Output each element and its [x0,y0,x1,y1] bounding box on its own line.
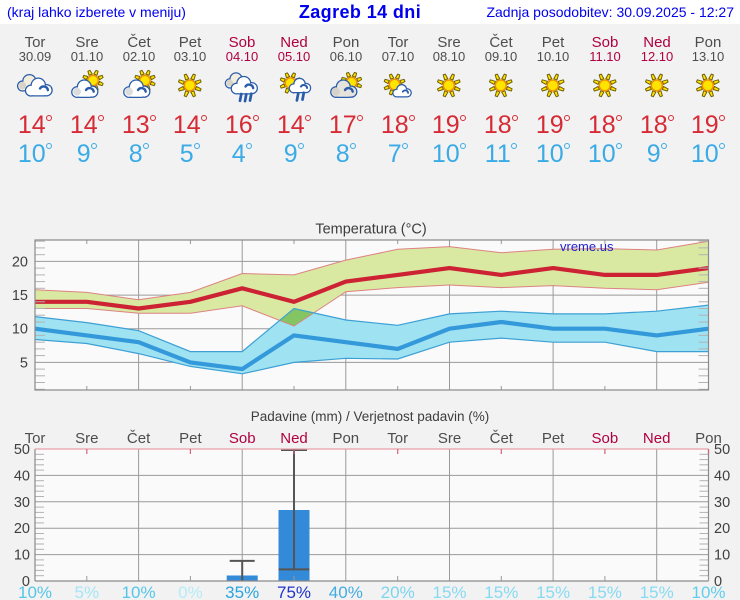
svg-text:Čet: Čet [127,430,151,447]
svg-text:30: 30 [14,495,30,511]
svg-text:0: 0 [22,574,30,590]
svg-text:10: 10 [12,322,28,338]
svg-text:Pon: Pon [332,430,359,447]
svg-text:5: 5 [20,355,28,371]
svg-text:Pon: Pon [695,430,722,447]
svg-text:Tor: Tor [387,430,408,447]
svg-text:10: 10 [714,548,730,564]
svg-text:15%: 15% [588,583,622,600]
svg-text:10%: 10% [122,583,156,600]
svg-text:10%: 10% [18,583,52,600]
svg-text:15%: 15% [536,583,570,600]
svg-text:Sob: Sob [229,430,256,447]
svg-text:30: 30 [714,495,730,511]
svg-text:20: 20 [12,254,28,270]
svg-text:Ned: Ned [280,430,308,447]
svg-text:Temperatura (°C): Temperatura (°C) [315,222,426,238]
svg-text:5%: 5% [75,583,100,600]
svg-text:Tor: Tor [25,430,46,447]
svg-text:10%: 10% [691,583,725,600]
svg-text:0%: 0% [178,583,203,600]
svg-text:15: 15 [12,288,28,304]
svg-text:50: 50 [714,442,730,458]
svg-text:40: 40 [714,468,730,484]
svg-text:Pet: Pet [542,430,565,447]
svg-text:20: 20 [14,521,30,537]
svg-text:75%: 75% [277,583,311,600]
svg-text:Sob: Sob [592,430,619,447]
svg-text:15%: 15% [432,583,466,600]
svg-text:40: 40 [14,468,30,484]
svg-text:Sre: Sre [438,430,461,447]
svg-text:10: 10 [14,548,30,564]
svg-text:15%: 15% [640,583,674,600]
svg-text:Sre: Sre [75,430,98,447]
svg-text:15%: 15% [484,583,518,600]
svg-text:Padavine (mm) / Verjetnost pad: Padavine (mm) / Verjetnost padavin (%) [251,409,490,424]
svg-text:Pet: Pet [179,430,202,447]
svg-text:20: 20 [714,521,730,537]
svg-text:vreme.us: vreme.us [560,239,614,254]
svg-text:50: 50 [14,442,30,458]
svg-text:40%: 40% [329,583,363,600]
svg-text:0: 0 [714,574,722,590]
svg-text:Ned: Ned [643,430,671,447]
svg-text:20%: 20% [381,583,415,600]
svg-text:Čet: Čet [490,430,514,447]
svg-text:35%: 35% [225,583,259,600]
